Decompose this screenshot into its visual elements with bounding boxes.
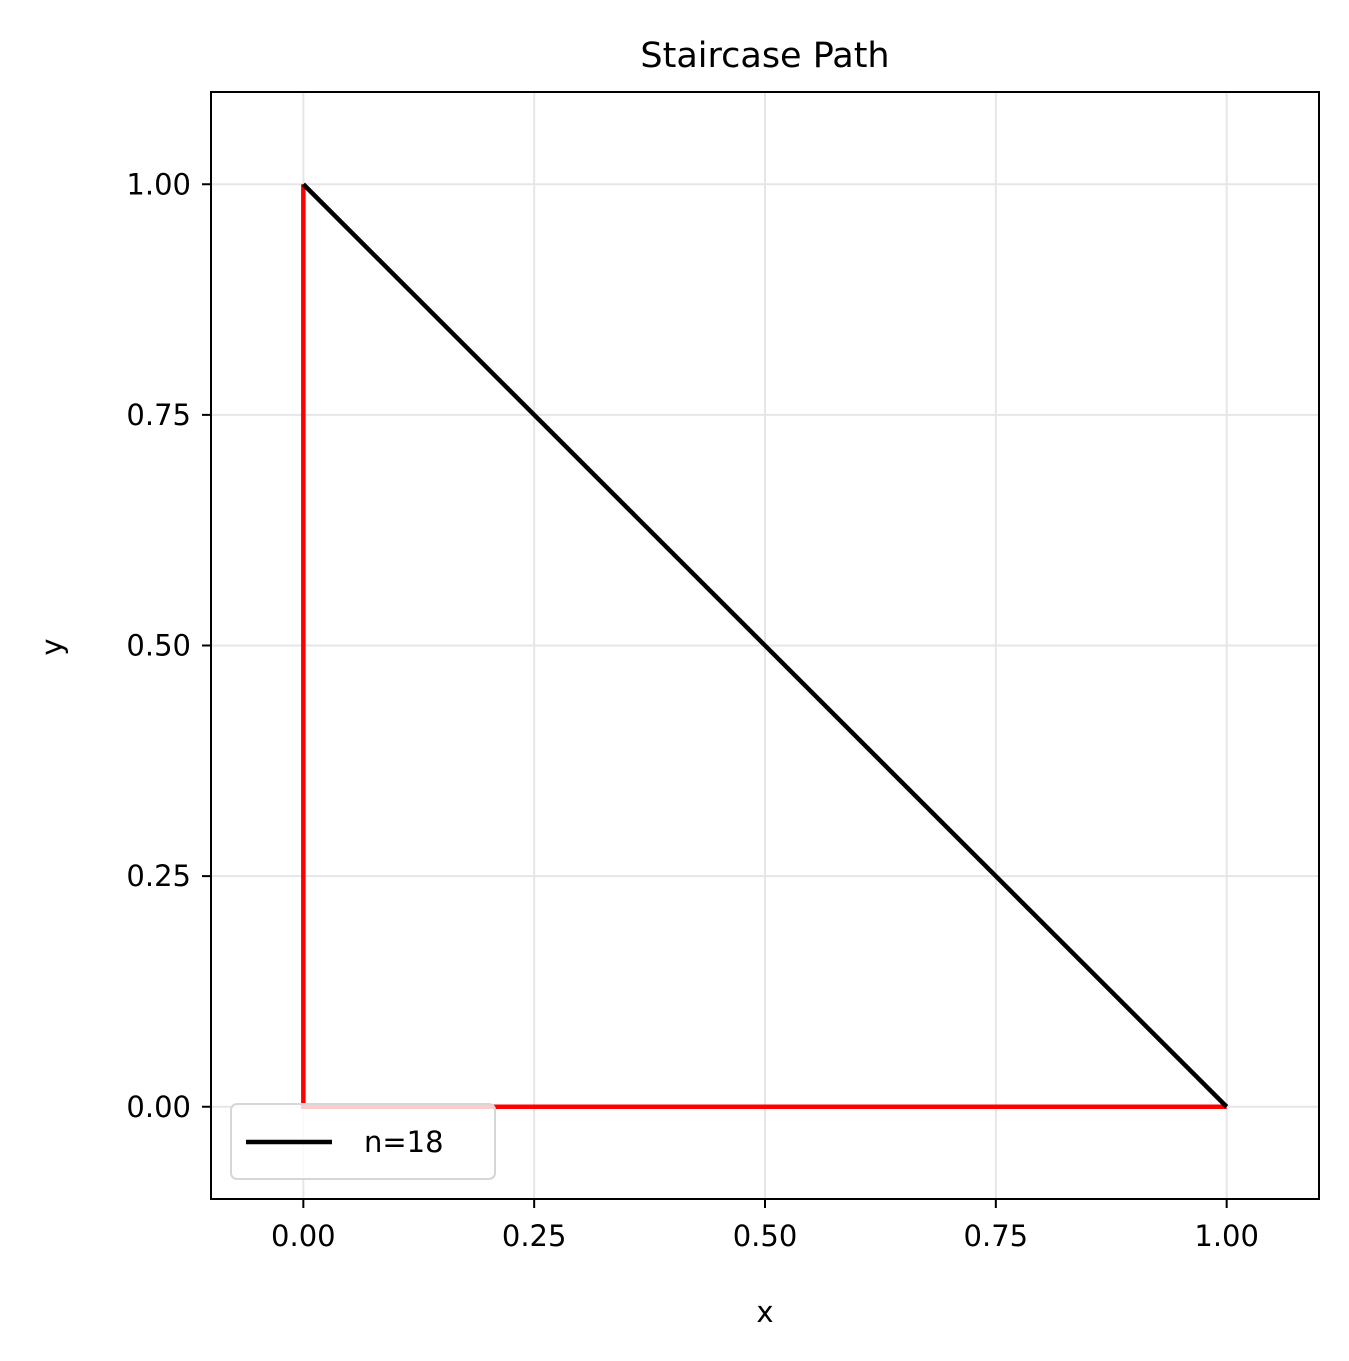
- y-axis-title: y: [35, 638, 69, 655]
- x-tick-label-2: 0.50: [733, 1219, 798, 1253]
- legend-box: [230, 1103, 496, 1180]
- legend: n=18: [230, 1103, 496, 1180]
- y-tick-label-2: 0.50: [126, 629, 191, 663]
- y-tick-label-4: 1.00: [126, 167, 191, 201]
- y-tick-label-0: 0.00: [126, 1090, 191, 1124]
- x-tick-label-1: 0.25: [502, 1219, 567, 1253]
- chart-title: Staircase Path: [640, 36, 889, 76]
- x-tick-label-0: 0.00: [271, 1219, 336, 1253]
- x-tick-label-3: 0.75: [964, 1219, 1029, 1253]
- x-tick-label-4: 1.00: [1194, 1219, 1259, 1253]
- x-axis-title: x: [756, 1295, 773, 1329]
- y-tick-label-3: 0.75: [126, 398, 191, 432]
- y-tick-label-1: 0.25: [126, 859, 191, 893]
- y-axis: 0.00 0.25 0.50 0.75 1.00: [126, 167, 211, 1124]
- legend-label-0: n=18: [364, 1125, 444, 1159]
- series-line-1: [301, 182, 1229, 1109]
- x-axis: 0.00 0.25 0.50 0.75 1.00: [271, 1199, 1259, 1253]
